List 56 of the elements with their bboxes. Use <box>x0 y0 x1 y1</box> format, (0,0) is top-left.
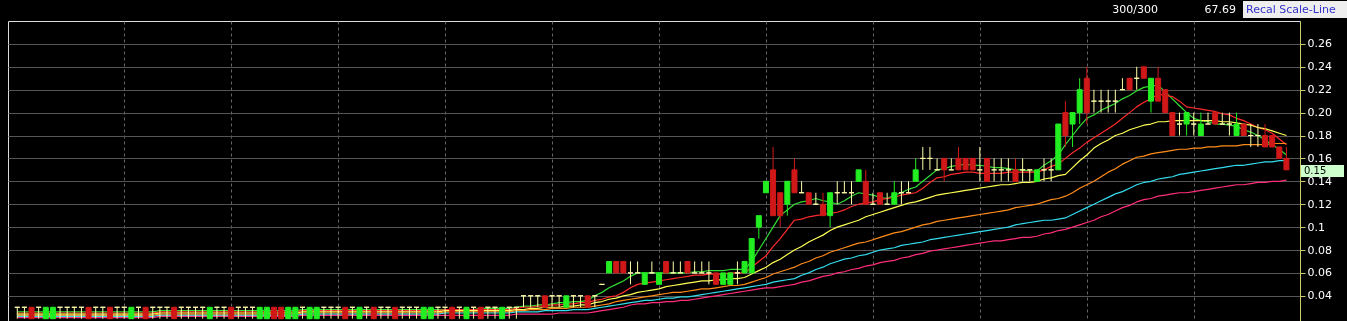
candlestick <box>670 260 677 274</box>
candlestick <box>991 157 998 182</box>
candlestick <box>784 180 791 217</box>
candlestick <box>1176 112 1183 136</box>
candlestick <box>1005 157 1012 182</box>
candlestick <box>734 260 741 285</box>
candlestick <box>1197 112 1204 136</box>
candlestick <box>1012 157 1019 182</box>
candlestick <box>827 192 834 228</box>
text: 0.15 <box>1304 165 1327 176</box>
candlestick <box>1183 112 1190 136</box>
text: Recal Scale-Line <box>1246 3 1336 16</box>
candlestick <box>976 146 983 182</box>
candlestick <box>677 260 684 274</box>
text: 67.69 <box>1204 3 1236 16</box>
candlestick <box>1026 169 1033 182</box>
candlestick <box>998 157 1005 182</box>
candlestick <box>791 157 798 194</box>
candlestick <box>819 192 826 217</box>
candlestick <box>1062 100 1069 148</box>
candlestick <box>983 157 990 182</box>
candlestick <box>627 260 634 285</box>
y-tick-label: 0.22 <box>1307 83 1332 97</box>
y-tick-label: 0.04 <box>1307 289 1332 303</box>
y-tick-label: 0.20 <box>1307 106 1332 120</box>
candlestick <box>648 260 655 274</box>
candlestick <box>705 260 712 285</box>
y-tick-label: 0.1 <box>1307 220 1325 234</box>
candlestick <box>934 157 941 171</box>
candlestick <box>1219 112 1226 125</box>
candlestick <box>891 180 898 205</box>
y-tick-label: 0.16 <box>1307 151 1332 165</box>
candlestick <box>1233 112 1240 136</box>
candlestick <box>1048 157 1055 182</box>
y-tick-label: 0.14 <box>1307 174 1332 188</box>
text: 300/300 <box>1112 3 1158 16</box>
candlestick <box>1147 77 1154 114</box>
y-tick-label: 0.26 <box>1307 37 1332 51</box>
candlestick <box>948 157 955 171</box>
candlestick <box>1226 112 1233 136</box>
candlestick <box>1041 157 1048 182</box>
candlestick <box>755 215 762 240</box>
y-tick-label: 0.08 <box>1307 243 1332 257</box>
candlestick <box>912 157 919 182</box>
y-tick-label: 0.18 <box>1307 129 1332 142</box>
candlestick <box>634 260 641 274</box>
y-tick-label: 0.24 <box>1307 60 1332 74</box>
candlestick <box>941 157 948 182</box>
candlestick <box>862 169 869 205</box>
candlestick <box>1205 112 1212 125</box>
candlestick <box>1019 157 1026 182</box>
candlestick <box>1190 112 1197 136</box>
candlestick <box>698 260 705 274</box>
y-tick-label: 0.12 <box>1307 197 1332 211</box>
y-tick-label: 0.06 <box>1307 266 1332 280</box>
candlestick <box>691 260 698 274</box>
